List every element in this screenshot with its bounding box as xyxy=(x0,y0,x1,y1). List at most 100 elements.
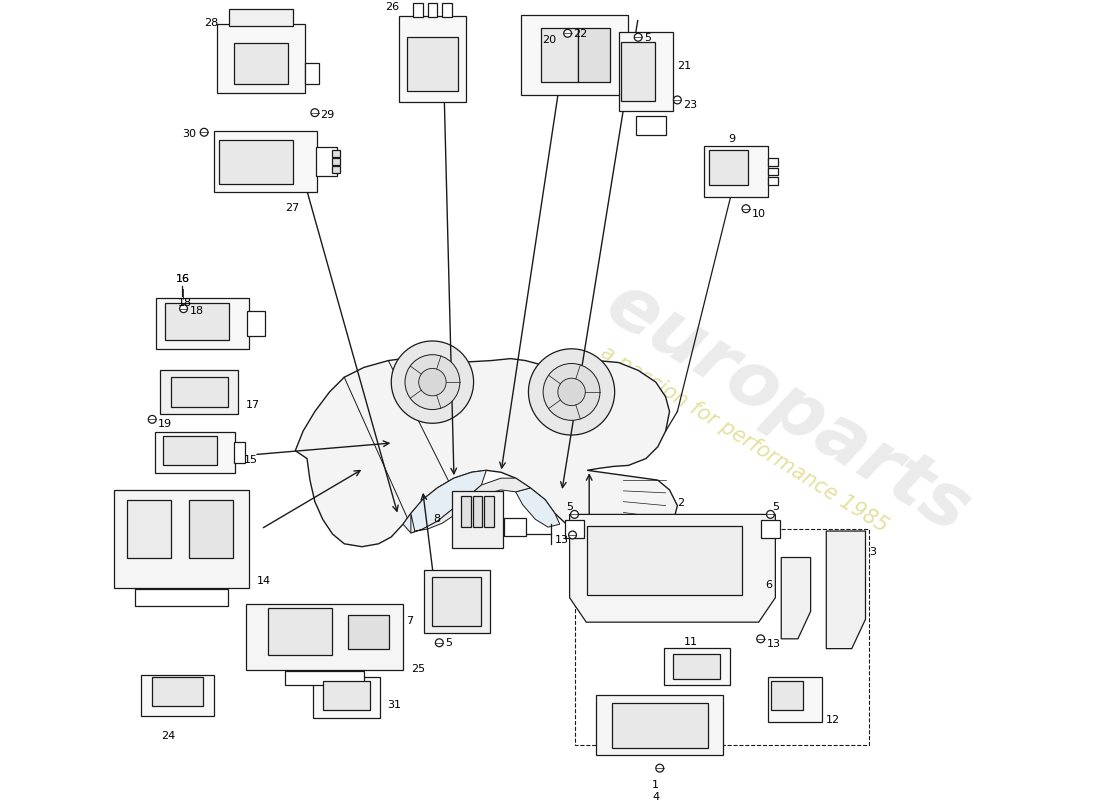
Bar xyxy=(596,694,724,755)
Bar xyxy=(461,496,471,527)
Bar xyxy=(189,500,233,558)
Bar xyxy=(673,654,720,678)
Bar xyxy=(587,526,742,594)
Bar xyxy=(504,518,526,536)
Circle shape xyxy=(635,34,642,41)
Polygon shape xyxy=(781,558,811,639)
Bar xyxy=(322,681,370,710)
Text: 31: 31 xyxy=(387,699,402,710)
Bar xyxy=(704,146,768,197)
Polygon shape xyxy=(403,470,486,533)
Bar xyxy=(771,681,803,710)
Bar xyxy=(219,140,293,184)
Text: 17: 17 xyxy=(246,400,261,410)
Text: 16: 16 xyxy=(176,274,189,284)
Bar xyxy=(165,302,229,340)
Bar xyxy=(769,158,779,166)
Text: 5: 5 xyxy=(446,638,452,648)
Bar xyxy=(135,589,228,606)
Bar xyxy=(619,32,673,110)
Text: 13: 13 xyxy=(767,639,781,649)
Text: 25: 25 xyxy=(411,664,425,674)
Circle shape xyxy=(179,305,187,313)
Circle shape xyxy=(656,764,663,772)
Circle shape xyxy=(757,635,764,642)
Text: 16: 16 xyxy=(176,274,189,284)
Bar xyxy=(412,3,422,17)
Text: 26: 26 xyxy=(385,2,399,12)
Circle shape xyxy=(571,510,579,518)
Bar xyxy=(114,490,250,588)
Bar xyxy=(217,25,305,93)
Text: a passion for performance 1985: a passion for performance 1985 xyxy=(597,342,891,536)
Bar xyxy=(768,677,822,722)
Bar xyxy=(155,432,235,474)
Bar xyxy=(286,671,364,685)
Bar xyxy=(428,3,438,17)
Bar xyxy=(312,677,380,718)
Text: 22: 22 xyxy=(573,30,587,39)
Bar xyxy=(484,496,494,527)
Text: 12: 12 xyxy=(826,715,840,726)
Text: 1: 1 xyxy=(652,780,659,790)
Text: 3: 3 xyxy=(869,546,877,557)
Circle shape xyxy=(405,354,460,410)
Circle shape xyxy=(200,128,208,136)
Text: 4: 4 xyxy=(652,792,659,800)
Bar xyxy=(442,3,452,17)
Polygon shape xyxy=(570,514,776,622)
Circle shape xyxy=(558,378,585,406)
Text: 18: 18 xyxy=(189,306,204,316)
Bar xyxy=(233,442,245,463)
Text: 29: 29 xyxy=(320,110,334,120)
Circle shape xyxy=(528,349,615,435)
Text: 23: 23 xyxy=(683,100,697,110)
Text: |: | xyxy=(182,288,185,298)
Text: 15: 15 xyxy=(244,454,258,465)
Bar xyxy=(708,150,748,185)
Bar xyxy=(155,298,249,349)
Circle shape xyxy=(392,341,474,423)
Bar xyxy=(399,16,465,102)
Circle shape xyxy=(569,531,576,539)
Text: 5: 5 xyxy=(645,34,651,43)
Circle shape xyxy=(543,363,600,420)
Text: 24: 24 xyxy=(161,731,175,741)
Text: europarts: europarts xyxy=(592,266,982,549)
Circle shape xyxy=(742,205,750,213)
Text: 5: 5 xyxy=(566,502,574,512)
Bar xyxy=(452,491,503,548)
Bar xyxy=(663,648,730,685)
Bar xyxy=(636,116,666,135)
Bar xyxy=(305,62,319,84)
Bar xyxy=(769,167,779,175)
Bar xyxy=(141,675,214,716)
Text: 18: 18 xyxy=(178,298,191,308)
Bar xyxy=(152,677,204,706)
Bar xyxy=(769,178,779,185)
Text: 21: 21 xyxy=(678,61,692,70)
Bar xyxy=(761,520,780,538)
Text: 28: 28 xyxy=(205,18,219,28)
Text: 10: 10 xyxy=(751,209,766,218)
Bar xyxy=(214,131,317,192)
Text: 13: 13 xyxy=(554,535,569,545)
Polygon shape xyxy=(295,358,678,546)
Bar xyxy=(234,43,288,84)
Bar xyxy=(579,28,609,82)
Text: 11: 11 xyxy=(684,637,699,647)
Text: 14: 14 xyxy=(257,576,272,586)
Bar xyxy=(432,577,482,626)
Bar xyxy=(316,147,338,176)
Bar xyxy=(332,166,340,173)
Bar xyxy=(128,500,172,558)
Bar xyxy=(332,158,340,165)
Bar xyxy=(424,570,491,634)
Bar xyxy=(575,529,869,745)
Bar xyxy=(407,37,458,90)
Text: 5: 5 xyxy=(772,502,780,512)
Bar xyxy=(473,496,483,527)
Circle shape xyxy=(767,510,774,518)
Bar xyxy=(621,42,656,101)
Bar xyxy=(564,520,584,538)
